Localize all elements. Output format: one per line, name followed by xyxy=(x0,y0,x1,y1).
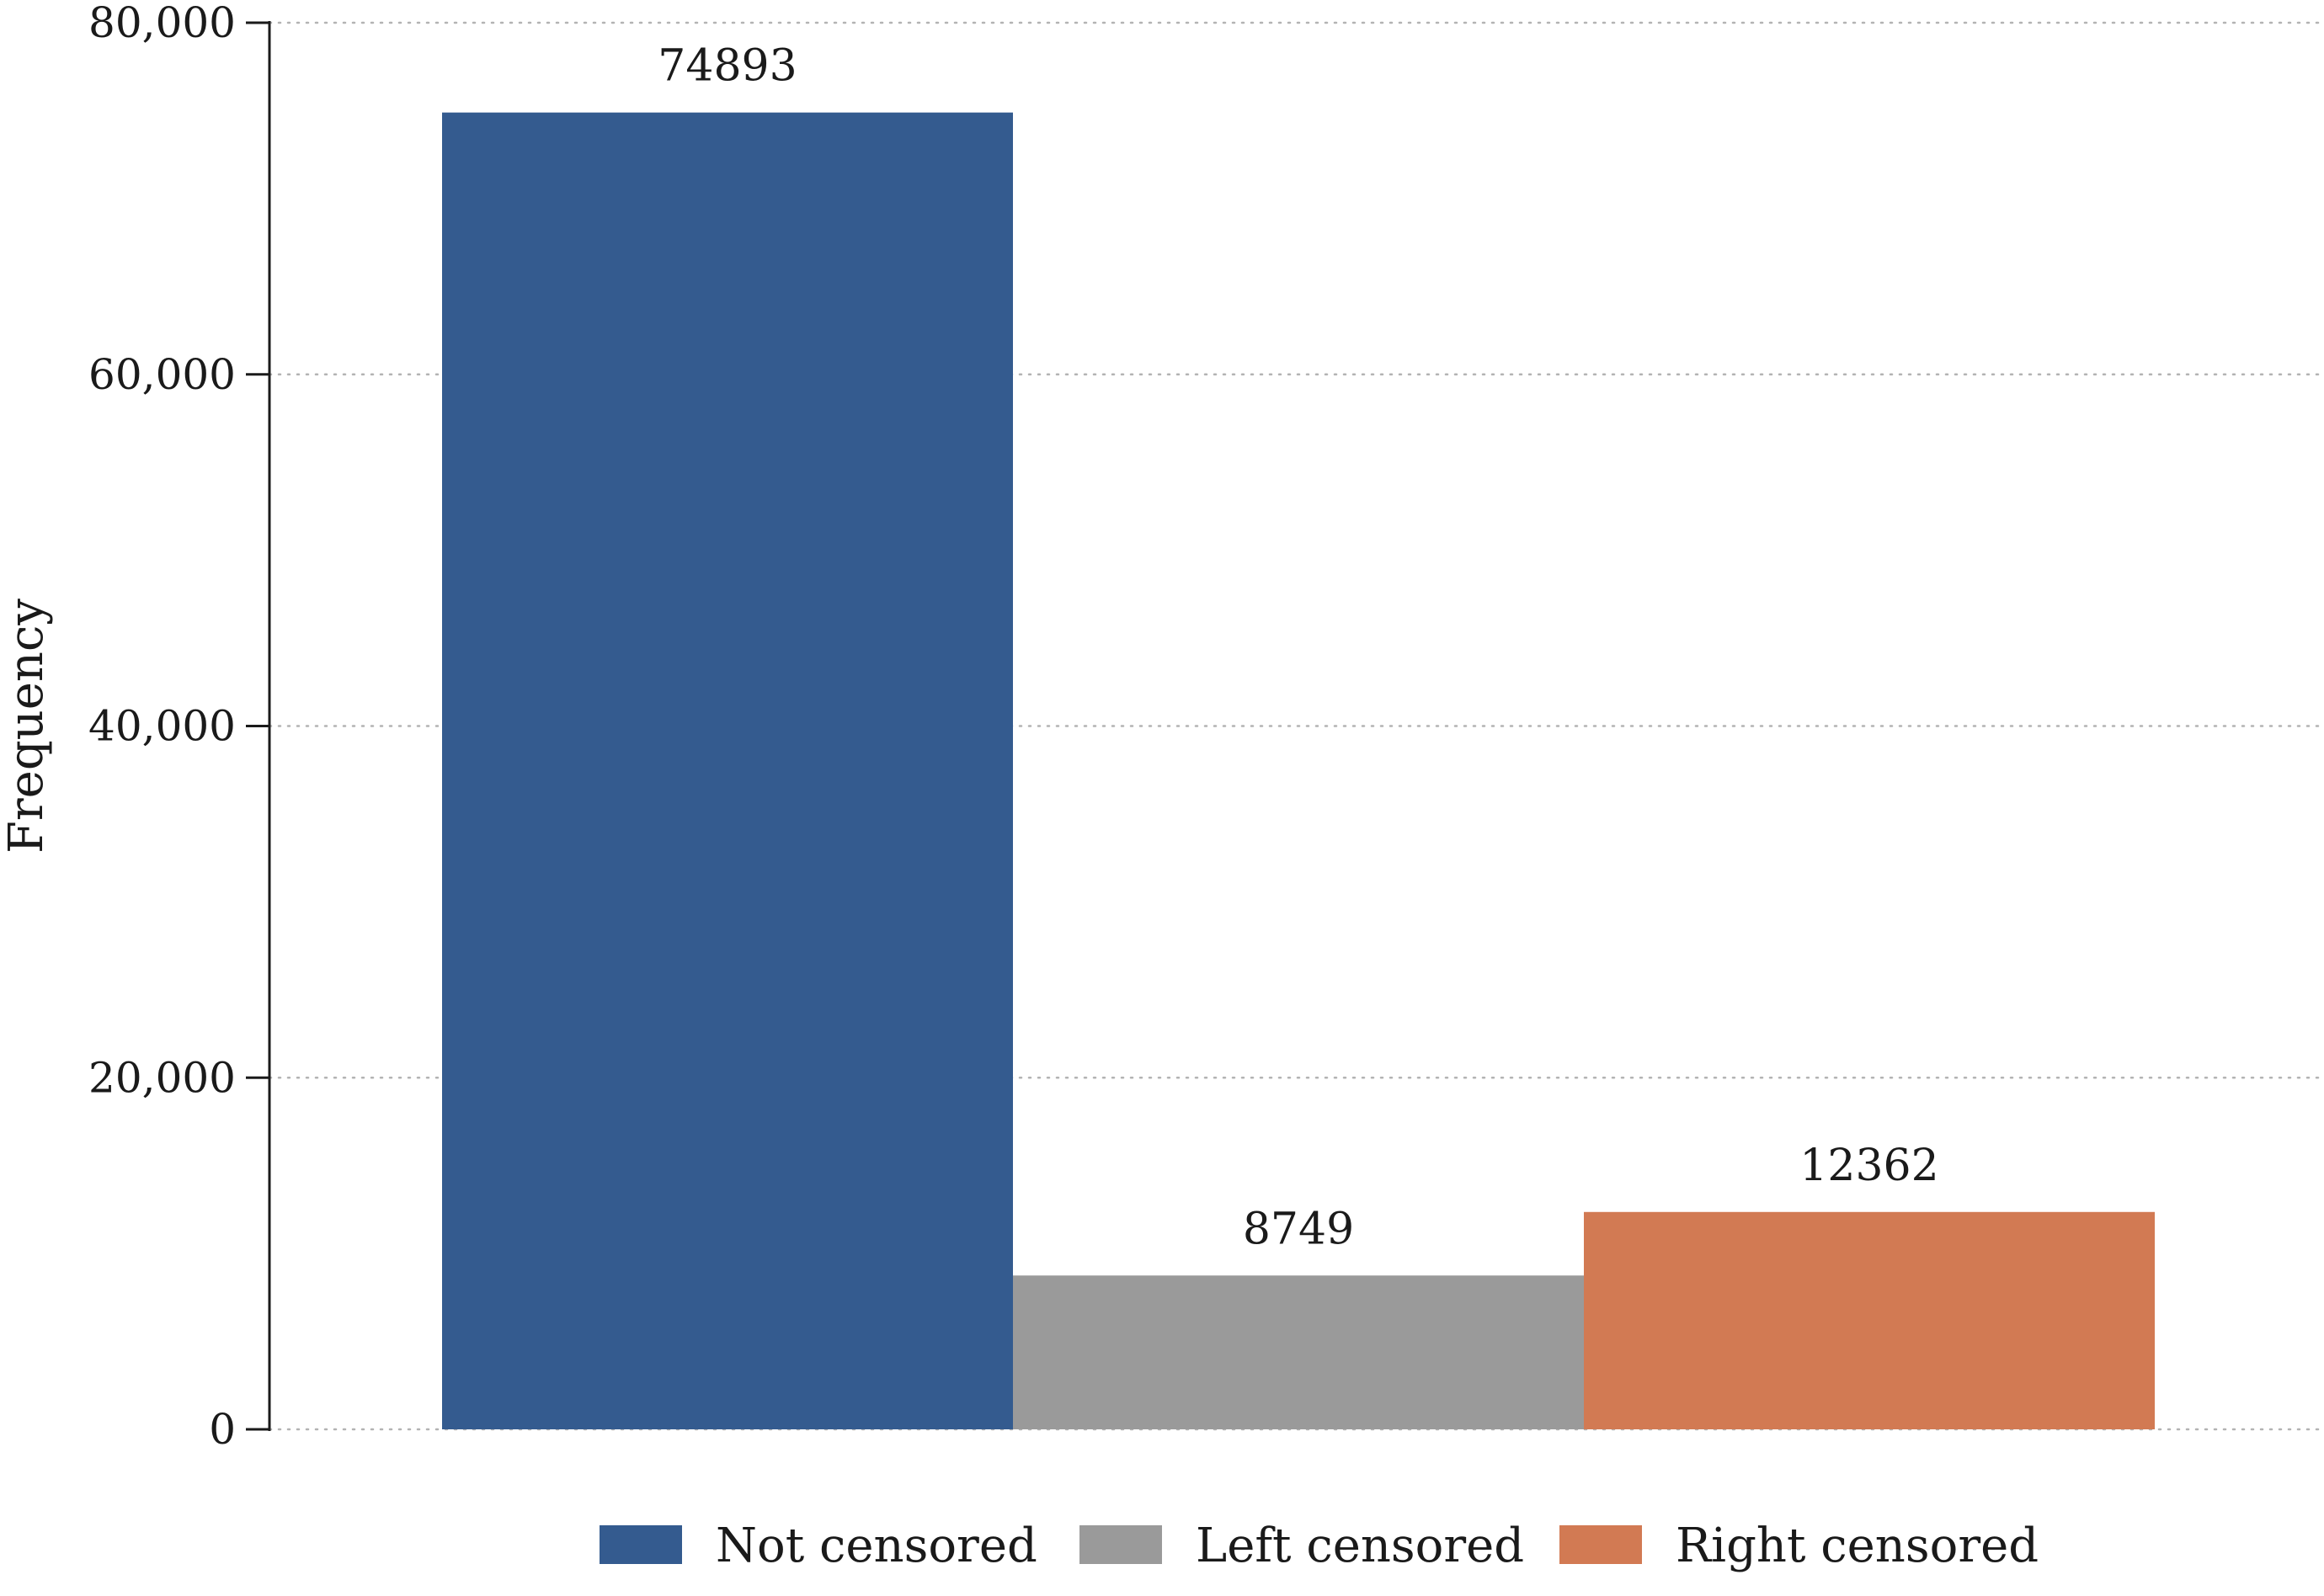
bar-left-censored xyxy=(1013,1275,1584,1429)
bar-right-censored xyxy=(1584,1211,2155,1429)
legend-label-right-censored: Right censored xyxy=(1676,1519,2039,1573)
value-label-0: 74893 xyxy=(658,41,797,92)
legend-label-left-censored: Left censored xyxy=(1196,1519,1524,1573)
y-tick-label-0: 0 xyxy=(209,1405,236,1454)
legend-swatch-not-censored xyxy=(600,1525,682,1564)
y-tick-label-3: 60,000 xyxy=(88,350,236,399)
y-tick-label-2: 40,000 xyxy=(88,702,236,751)
legend: Not censored Left censored Right censored xyxy=(600,1519,2039,1573)
y-tick-label-1: 20,000 xyxy=(88,1053,236,1102)
bar-not-censored xyxy=(442,112,1013,1429)
legend-label-not-censored: Not censored xyxy=(716,1519,1037,1573)
value-label-1: 8749 xyxy=(1243,1204,1354,1254)
legend-swatch-left-censored xyxy=(1079,1525,1162,1564)
value-labels: 74893 8749 12362 xyxy=(658,41,1938,1255)
value-label-2: 12362 xyxy=(1799,1141,1938,1191)
y-tick-label-4: 80,000 xyxy=(88,0,236,47)
legend-swatch-right-censored xyxy=(1559,1525,1642,1564)
y-axis-title: Frequency xyxy=(0,598,54,854)
y-axis-ticks: 0 20,000 40,000 60,000 80,000 xyxy=(88,0,269,1454)
bars xyxy=(442,112,2155,1429)
